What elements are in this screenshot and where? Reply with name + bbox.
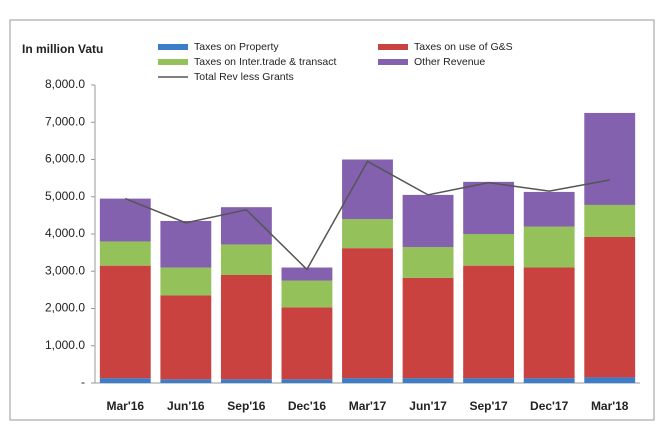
legend-swatch [378, 44, 408, 50]
y-tick-label: 2,000.0 [45, 301, 85, 315]
bar-segment [402, 378, 454, 383]
total-line [124, 160, 610, 271]
bar-segment [523, 378, 575, 383]
legend-swatch [378, 59, 408, 65]
bar-segment [463, 378, 515, 383]
bar-segment [584, 236, 636, 378]
bar-segment [402, 194, 454, 248]
bar-segment [160, 295, 212, 380]
bar-segment [220, 207, 272, 245]
bar-segment [342, 378, 393, 383]
x-tick-label: Jun'16 [167, 399, 205, 413]
x-tick-label: Sep'17 [470, 399, 509, 413]
x-tick-label: Mar'17 [349, 399, 387, 413]
y-tick-label: 4,000.0 [45, 226, 85, 240]
y-tick-label: 8,000.0 [45, 77, 85, 91]
bar-segment [281, 280, 333, 308]
x-tick-label: Sep'16 [227, 399, 266, 413]
y-tick-label: - [81, 375, 85, 389]
legend-label: Other Revenue [414, 56, 485, 68]
x-tick-label: Dec'16 [288, 399, 327, 413]
bar-segment [402, 247, 454, 278]
bar-segment [523, 226, 575, 268]
legend-label: Taxes on Property [194, 41, 279, 53]
y-tick-label: 5,000.0 [45, 189, 85, 203]
bar-segment [402, 277, 454, 379]
bar-segment [99, 241, 151, 266]
legend-label: Total Rev less Grants [194, 71, 294, 83]
x-tick-label: Mar'16 [107, 399, 145, 413]
y-tick-label: 3,000.0 [45, 263, 85, 277]
bar-segment [342, 248, 393, 379]
bar-segment [99, 378, 151, 383]
x-tick-label: Mar'18 [591, 399, 629, 413]
chart-title: In million Vatu [22, 42, 103, 56]
bar-segment [281, 267, 333, 281]
bar-segment [584, 204, 636, 237]
bar-segment [220, 274, 272, 380]
y-tick-label: 7,000.0 [45, 114, 85, 128]
bar-segment [220, 244, 272, 275]
legend-swatch [158, 59, 188, 65]
bar-segment [584, 377, 636, 383]
bar-segment [523, 267, 575, 379]
y-tick-label: 6,000.0 [45, 152, 85, 166]
bar-segment [160, 220, 212, 268]
bar-segment [463, 181, 515, 234]
bar-segment [523, 191, 575, 227]
legend-label: Taxes on Inter.trade & transact [194, 56, 336, 68]
bar-segment [342, 219, 393, 249]
x-tick-label: Dec'17 [530, 399, 569, 413]
bar-segment [342, 159, 393, 220]
x-tick-label: Jun'17 [409, 399, 447, 413]
bar-segment [99, 265, 151, 379]
legend-swatch [158, 44, 188, 50]
bar-segment [463, 265, 515, 379]
bar-segment [281, 307, 333, 380]
bar-segment [220, 379, 272, 383]
bar-segment [584, 112, 636, 205]
bar-segment [281, 379, 333, 383]
bar-segment [463, 234, 515, 266]
bar-segment [160, 267, 212, 296]
legend-label: Taxes on use of G&S [414, 41, 513, 53]
y-tick-label: 1,000.0 [45, 338, 85, 352]
bar-segment [160, 379, 212, 383]
